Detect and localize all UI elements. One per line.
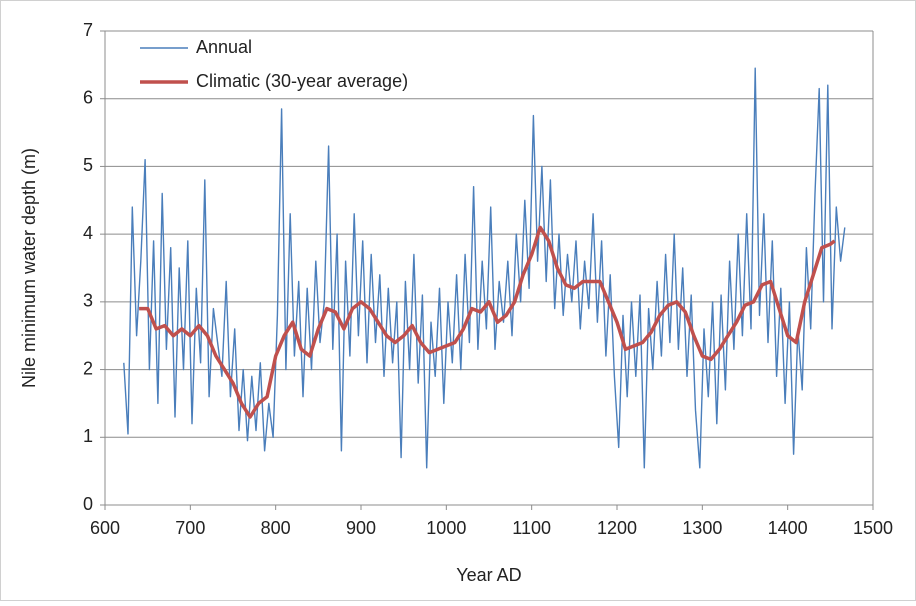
y-tick-label: 2 <box>83 358 93 378</box>
series-line <box>123 67 846 469</box>
legend-label: Climatic (30-year average) <box>196 71 408 91</box>
y-tick-label: 3 <box>83 291 93 311</box>
y-tick-label: 5 <box>83 155 93 175</box>
x-tick-label: 700 <box>175 518 205 538</box>
x-axis-label: Year AD <box>456 565 521 585</box>
x-tick-label: 1100 <box>512 518 551 538</box>
x-tick-label: 1000 <box>426 518 466 538</box>
x-tick-label: 900 <box>346 518 376 538</box>
x-tick-label: 600 <box>90 518 120 538</box>
y-tick-label: 4 <box>83 223 93 243</box>
legend-label: Annual <box>196 37 252 57</box>
x-tick-label: 1400 <box>768 518 808 538</box>
x-tick-label: 1200 <box>597 518 637 538</box>
x-tick-label: 1300 <box>682 518 722 538</box>
y-tick-label: 6 <box>83 87 93 107</box>
y-tick-label: 0 <box>83 494 93 514</box>
x-tick-label: 800 <box>261 518 291 538</box>
series-line <box>139 225 836 419</box>
x-tick-label: 1500 <box>853 518 893 538</box>
y-axis-label: Nile minimum water depth (m) <box>19 148 39 388</box>
y-tick-label: 1 <box>83 426 93 446</box>
y-tick-label: 7 <box>83 20 93 40</box>
